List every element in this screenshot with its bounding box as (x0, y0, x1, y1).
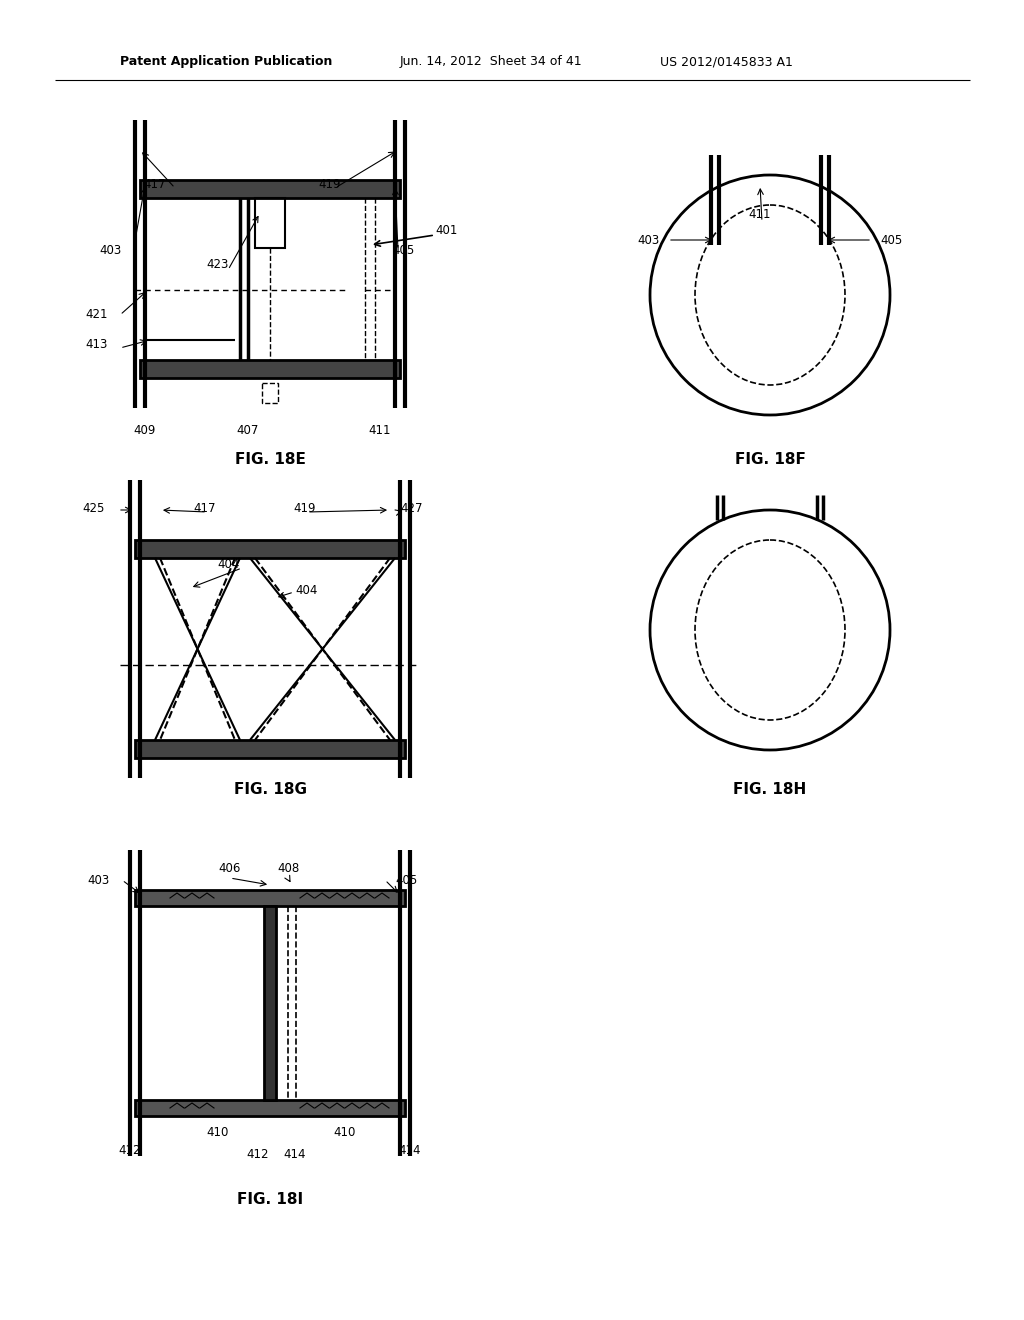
Text: 405: 405 (880, 234, 902, 247)
Text: 414: 414 (398, 1143, 421, 1156)
Text: 404: 404 (218, 558, 240, 572)
Text: 405: 405 (395, 874, 417, 887)
Text: 414: 414 (284, 1148, 306, 1162)
Text: 403: 403 (638, 234, 660, 247)
Bar (255, 198, 285, 248)
Text: 403: 403 (88, 874, 110, 887)
Text: 425: 425 (83, 502, 105, 515)
Text: 417: 417 (194, 502, 216, 515)
Bar (135, 741, 406, 758)
Bar (135, 1100, 406, 1115)
Text: FIG. 18E: FIG. 18E (234, 453, 305, 467)
Text: 405: 405 (393, 243, 415, 256)
Text: 410: 410 (334, 1126, 356, 1139)
Text: 417: 417 (143, 178, 166, 191)
Bar (135, 540, 406, 558)
Text: 413: 413 (86, 338, 108, 351)
Text: 421: 421 (85, 309, 108, 322)
Text: Patent Application Publication: Patent Application Publication (120, 55, 333, 69)
Text: 404: 404 (295, 583, 317, 597)
Text: FIG. 18G: FIG. 18G (233, 783, 306, 797)
Text: FIG. 18F: FIG. 18F (734, 453, 806, 467)
Text: 410: 410 (207, 1126, 229, 1139)
Text: 401: 401 (435, 223, 458, 236)
Text: Jun. 14, 2012  Sheet 34 of 41: Jun. 14, 2012 Sheet 34 of 41 (400, 55, 583, 69)
Bar (264, 906, 276, 1100)
Text: 403: 403 (99, 243, 121, 256)
Bar (140, 360, 400, 378)
Text: 407: 407 (237, 424, 259, 437)
Text: 412: 412 (247, 1148, 269, 1162)
Bar (140, 180, 400, 198)
Text: 408: 408 (276, 862, 299, 874)
Text: FIG. 18H: FIG. 18H (733, 783, 807, 797)
Text: US 2012/0145833 A1: US 2012/0145833 A1 (660, 55, 793, 69)
Bar (262, 383, 278, 403)
Text: 411: 411 (369, 424, 391, 437)
Text: 427: 427 (400, 502, 423, 515)
Text: 406: 406 (219, 862, 242, 874)
Text: 419: 419 (294, 502, 316, 515)
Text: 411: 411 (749, 209, 771, 222)
Bar (135, 890, 406, 906)
Text: 419: 419 (318, 178, 341, 191)
Text: 423: 423 (207, 259, 229, 272)
Text: FIG. 18I: FIG. 18I (237, 1192, 303, 1208)
Text: 409: 409 (134, 424, 157, 437)
Text: 412: 412 (119, 1143, 141, 1156)
